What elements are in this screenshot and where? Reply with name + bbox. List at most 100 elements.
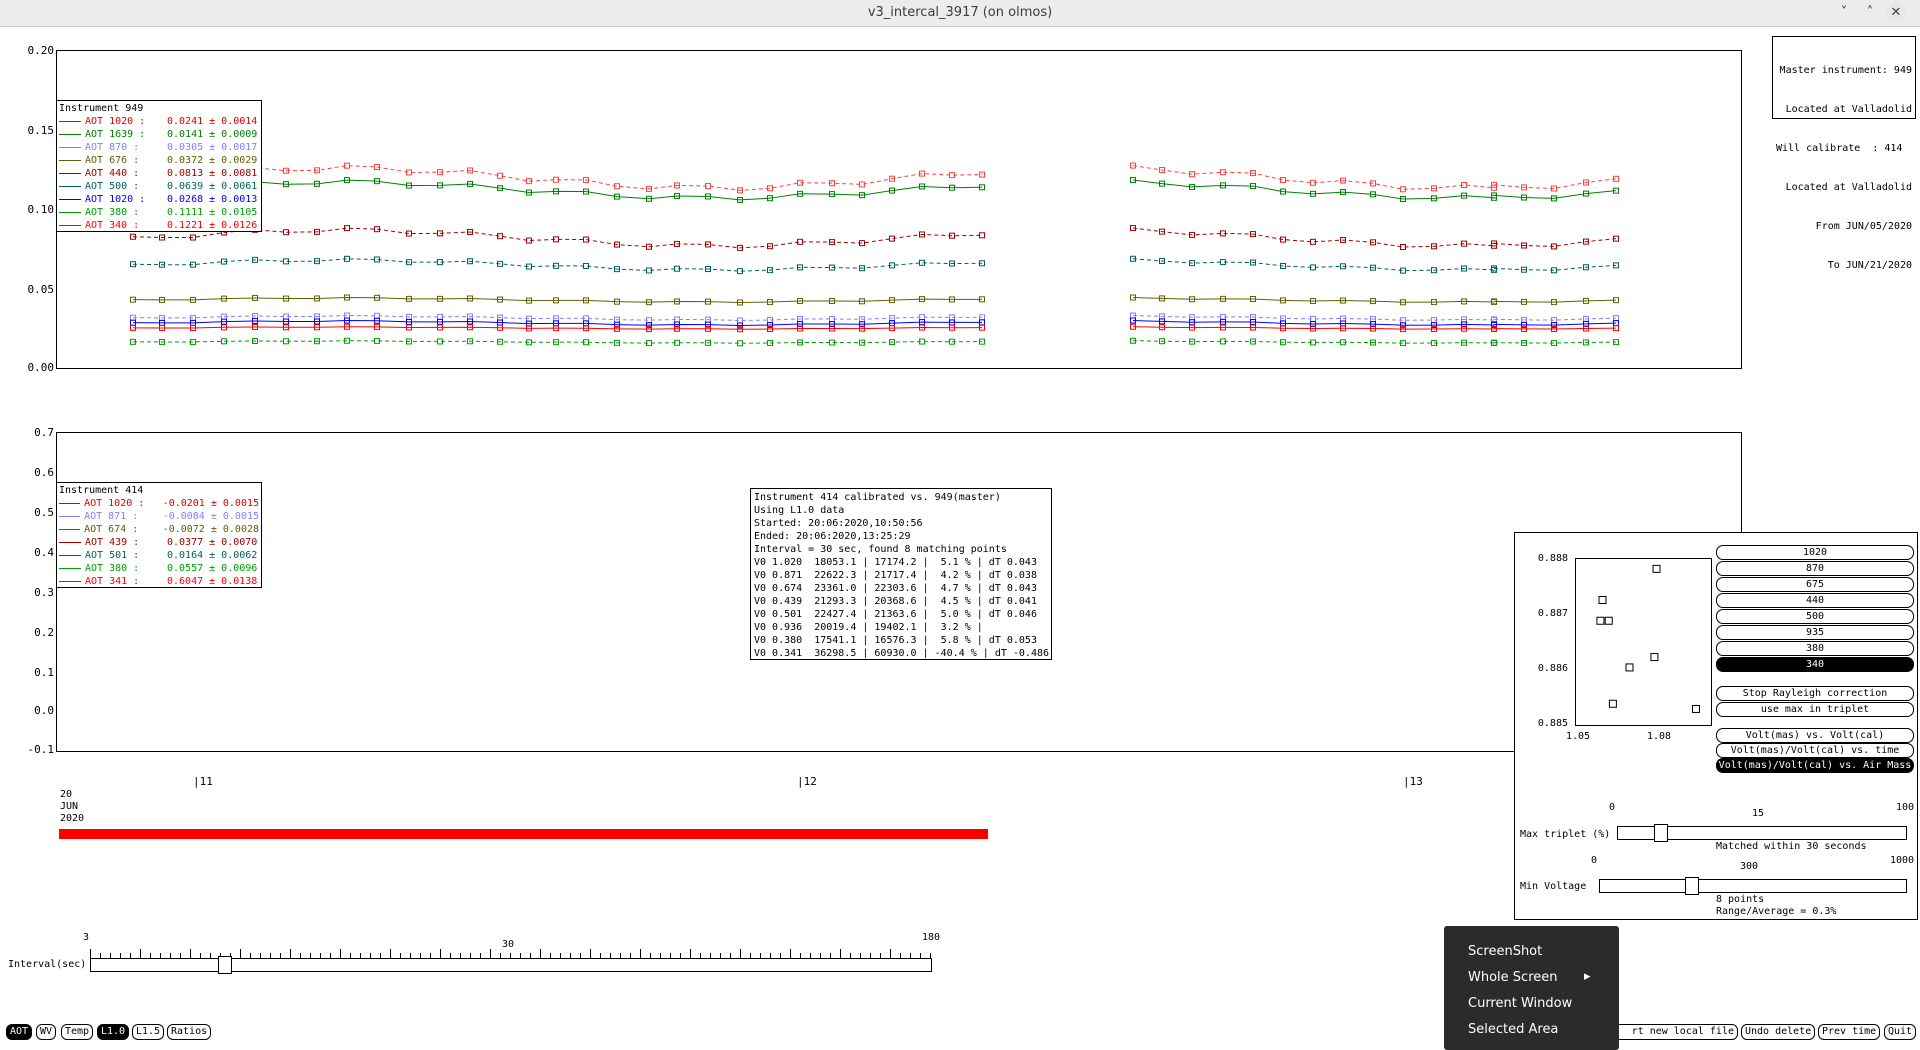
- top-ytick: 0.00: [27, 361, 55, 374]
- view-mode-button[interactable]: Volt(mas)/Volt(cal) vs. Air Mass: [1716, 758, 1914, 773]
- series-marker: [497, 172, 503, 179]
- legend-line-icon: [59, 529, 81, 531]
- legend-entry[interactable]: AOT 380 : 0.0557 ± 0.0096: [59, 562, 259, 575]
- toggle-l10[interactable]: L1.0: [97, 1024, 130, 1040]
- legend-entry[interactable]: AOT 676 : 0.0372 ± 0.0029: [59, 154, 259, 167]
- series-marker: [1189, 260, 1195, 267]
- legend-entry[interactable]: AOT 871 : -0.0084 ± 0.0015: [59, 510, 259, 523]
- series-marker: [437, 318, 443, 325]
- menu-item-selected-area[interactable]: Selected Area: [1468, 1022, 1559, 1037]
- menu-item-whole-screen[interactable]: Whole Screen: [1468, 970, 1558, 985]
- series-marker: [1340, 263, 1346, 270]
- legend-value: 0.0813 ± 0.0081: [167, 168, 258, 179]
- minimize-button[interactable]: ˅: [1840, 5, 1848, 20]
- series-marker: [949, 184, 955, 191]
- series-marker: [1521, 266, 1527, 273]
- wavelength-button-340[interactable]: 340: [1716, 657, 1914, 672]
- scatter-xtick: 1.08: [1647, 731, 1672, 742]
- wavelength-button-870[interactable]: 870: [1716, 561, 1914, 576]
- series-marker: [283, 295, 289, 302]
- series-marker: [437, 169, 443, 176]
- legend-entry[interactable]: AOT 340 : 0.1221 ± 0.0126: [59, 219, 259, 232]
- series-marker: [1400, 244, 1406, 251]
- wavelength-button-935[interactable]: 935: [1716, 625, 1914, 640]
- series-marker: [1491, 298, 1497, 305]
- legend-entry[interactable]: AOT 341 : 0.6047 ± 0.0138: [59, 575, 259, 588]
- toggle-wv[interactable]: WV: [36, 1024, 57, 1040]
- series-marker: [705, 321, 711, 328]
- min-voltage-slider-thumb[interactable]: [1684, 877, 1699, 895]
- scatter-frame[interactable]: [1575, 558, 1712, 726]
- legend-line-icon: [59, 147, 81, 149]
- prev-time-button[interactable]: Prev time: [1818, 1024, 1881, 1040]
- series-marker: [159, 338, 165, 345]
- legend-entry[interactable]: AOT 440 : 0.0813 ± 0.0081: [59, 167, 259, 180]
- toggle-l15[interactable]: L1.5: [132, 1024, 165, 1040]
- series-marker: [829, 191, 835, 198]
- toggle-temp[interactable]: Temp: [61, 1024, 94, 1040]
- undo-delete-button[interactable]: Undo delete: [1741, 1024, 1816, 1040]
- series-marker: [646, 322, 652, 329]
- wavelength-button-1020[interactable]: 1020: [1716, 545, 1914, 560]
- series-marker: [344, 294, 350, 301]
- series-marker: [949, 260, 955, 267]
- series-marker: [614, 325, 620, 332]
- legend-entry[interactable]: AOT 1639 : 0.0141 ± 0.0009: [59, 128, 259, 141]
- series-marker: [1551, 326, 1557, 333]
- legend-entry[interactable]: AOT 501 : 0.0164 ± 0.0062: [59, 549, 259, 562]
- series-marker: [221, 318, 227, 325]
- time-tick: |11: [193, 775, 213, 788]
- series-marker: [583, 176, 589, 183]
- top-ytick: 0.20: [27, 44, 55, 57]
- view-mode-button[interactable]: Volt(mas)/Volt(cal) vs. time: [1716, 743, 1914, 758]
- data-range-bar[interactable]: [59, 829, 988, 839]
- legend-entry[interactable]: AOT 1020 : -0.0201 ± 0.0015: [59, 497, 259, 510]
- legend-label: AOT 341 :: [85, 576, 140, 587]
- menu-item-current-window[interactable]: Current Window: [1468, 996, 1573, 1011]
- bottom-ytick: 0.7: [34, 426, 54, 439]
- start-new-local-file-button[interactable]: rt new local file: [1600, 1024, 1738, 1040]
- legend-entry[interactable]: AOT 1020 : 0.0241 ± 0.0014: [59, 115, 259, 128]
- max-triplet-slider-thumb[interactable]: [1654, 824, 1669, 842]
- max-triplet-slider[interactable]: [1617, 826, 1907, 840]
- legend-entry[interactable]: AOT 380 : 0.1111 ± 0.0105: [59, 206, 259, 219]
- wavelength-button-500[interactable]: 500: [1716, 609, 1914, 624]
- series-marker: [705, 241, 711, 248]
- series-marker: [467, 295, 473, 302]
- close-button[interactable]: ✕: [1886, 3, 1906, 23]
- legend-entry[interactable]: AOT 1020 : 0.0268 ± 0.0013: [59, 193, 259, 206]
- interval-slider-thumb[interactable]: [218, 956, 233, 974]
- stop-rayleigh-button[interactable]: Stop Rayleigh correction: [1716, 686, 1914, 701]
- series-marker: [467, 228, 473, 235]
- use-max-triplet-button[interactable]: use max in triplet: [1716, 702, 1914, 717]
- toggle-aot[interactable]: AOT: [6, 1024, 33, 1040]
- interval-slider[interactable]: [90, 958, 932, 972]
- series-marker: [614, 339, 620, 346]
- legend-entry[interactable]: AOT 500 : 0.0639 ± 0.0061: [59, 180, 259, 193]
- series-marker: [283, 318, 289, 325]
- bottom-ytick: 0.3: [34, 586, 54, 599]
- legend-entry[interactable]: AOT 439 : 0.0377 ± 0.0070: [59, 536, 259, 549]
- legend-entry[interactable]: AOT 870 : 0.0305 ± 0.0017: [59, 141, 259, 154]
- series-marker: [767, 326, 773, 333]
- scatter-point: [1652, 564, 1661, 573]
- wavelength-button-675[interactable]: 675: [1716, 577, 1914, 592]
- series-marker: [130, 296, 136, 303]
- series-marker: [1521, 184, 1527, 191]
- series-marker: [1551, 243, 1557, 250]
- series-marker: [1431, 299, 1437, 306]
- series-marker: [737, 299, 743, 306]
- quit-button[interactable]: Quit: [1884, 1024, 1917, 1040]
- menu-item-screenshot[interactable]: ScreenShot: [1468, 944, 1543, 959]
- min-voltage-slider[interactable]: [1599, 879, 1907, 893]
- maximize-button[interactable]: ˄: [1866, 5, 1874, 20]
- wavelength-button-380[interactable]: 380: [1716, 641, 1914, 656]
- wavelength-button-440[interactable]: 440: [1716, 593, 1914, 608]
- view-mode-button[interactable]: Volt(mas) vs. Volt(cal): [1716, 728, 1914, 743]
- toggle-ratios[interactable]: Ratios: [167, 1024, 212, 1040]
- series-marker: [1491, 325, 1497, 332]
- series-marker: [583, 188, 589, 195]
- legend-value: 0.6047 ± 0.0138: [167, 576, 258, 587]
- series-marker: [374, 163, 380, 170]
- legend-entry[interactable]: AOT 674 : -0.0072 ± 0.0028: [59, 523, 259, 536]
